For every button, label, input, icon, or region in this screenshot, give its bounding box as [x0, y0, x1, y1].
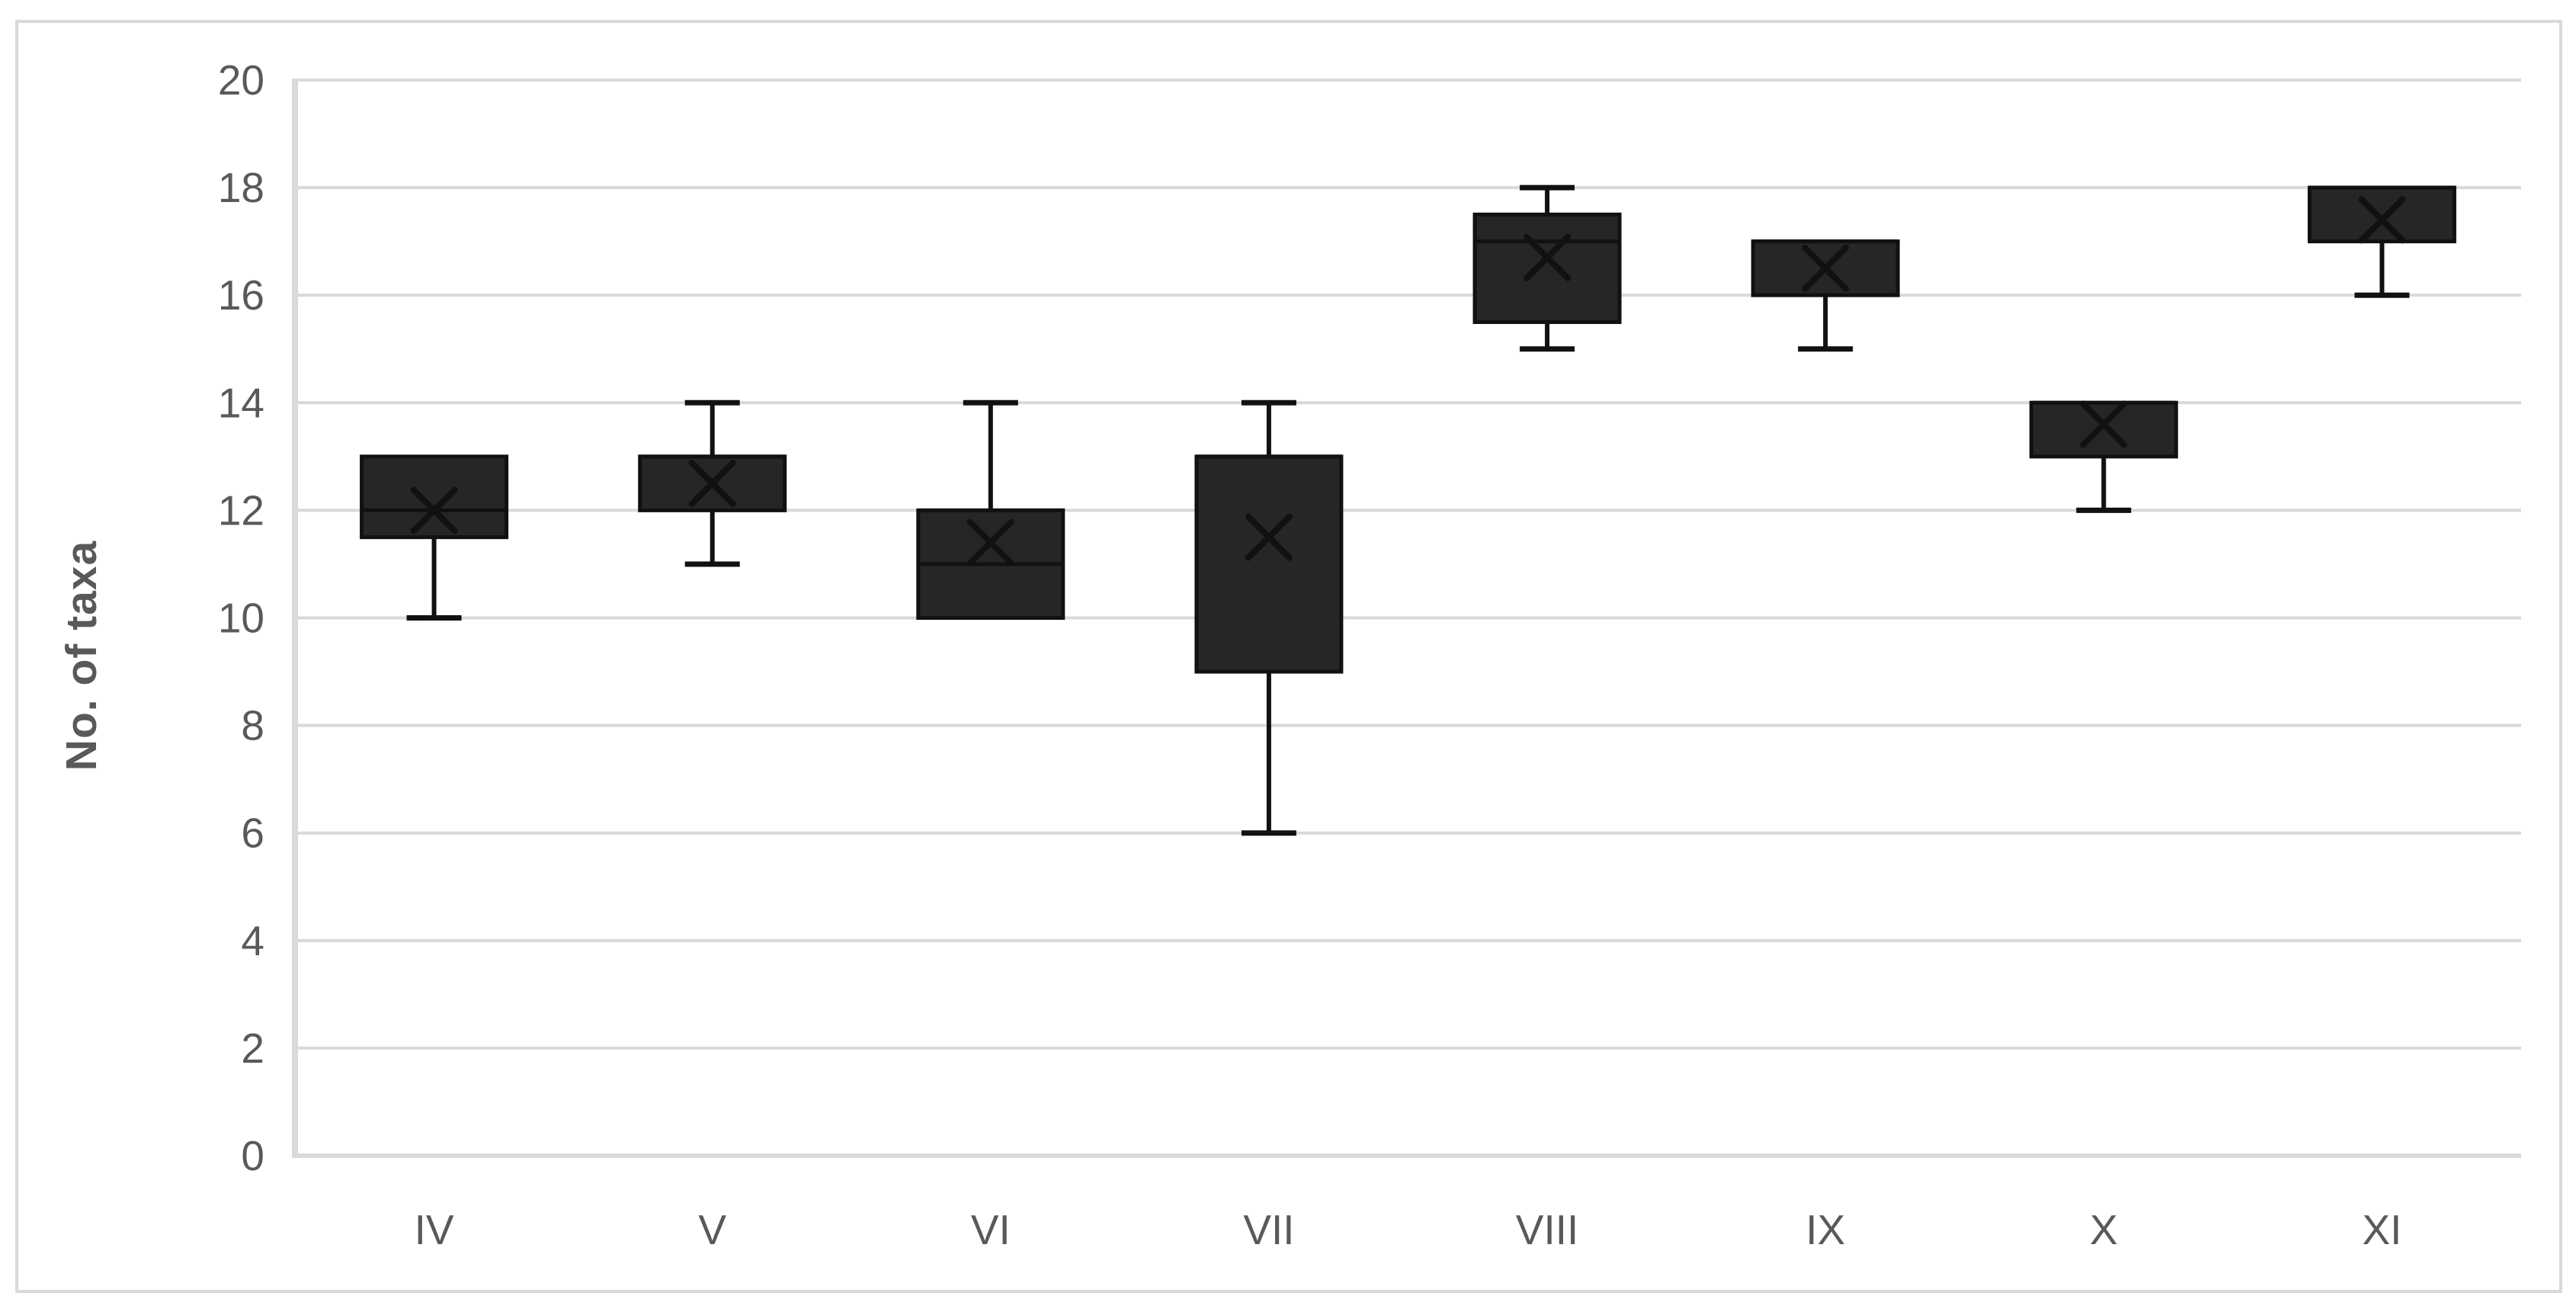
box-rect: [360, 454, 509, 540]
box-rect: [2307, 185, 2456, 244]
y-tick-label: 20: [218, 56, 264, 104]
y-tick-label: 0: [241, 1132, 264, 1179]
y-tick-label: 14: [218, 379, 264, 426]
x-category-label: VII: [1243, 1206, 1294, 1253]
x-category-label: V: [698, 1206, 726, 1253]
y-tick-label: 16: [218, 271, 264, 319]
y-tick-label: 18: [218, 164, 264, 211]
box-plot-viii: [1472, 184, 1622, 352]
mean-x-marker: [2358, 196, 2406, 244]
mean-x-stroke: [1802, 244, 1850, 292]
y-tick-label: 8: [241, 702, 264, 749]
x-category-label: XI: [2362, 1206, 2401, 1253]
mean-x-stroke: [966, 518, 1014, 566]
y-tick-labels-group: 0 2 4 6 8 10 12 14 16 18 20: [218, 56, 264, 1179]
box-plot-xi: [2307, 185, 2456, 298]
mean-x-marker: [966, 518, 1014, 566]
y-tick-label: 6: [241, 810, 264, 857]
x-category-labels-group: IV V VI VII VIII IX X XI: [415, 1206, 2402, 1253]
x-category-label: VI: [971, 1206, 1011, 1253]
box-rect: [2029, 400, 2178, 459]
y-tick-label: 10: [218, 595, 264, 642]
box-plot-v: [638, 399, 787, 567]
mean-x-marker: [1245, 513, 1293, 561]
y-tick-label: 4: [241, 917, 264, 964]
y-tick-label: 12: [218, 486, 264, 534]
box-plot-x: [2029, 400, 2178, 513]
x-category-label: X: [2090, 1206, 2118, 1253]
y-tick-label: 2: [241, 1025, 264, 1072]
mean-x-stroke: [2358, 196, 2406, 244]
box-plot-ix: [1751, 239, 1900, 352]
mean-x-marker: [1802, 244, 1850, 292]
x-category-label: VIII: [1516, 1206, 1579, 1253]
mean-x-marker: [1523, 233, 1572, 281]
box-plot-vii: [1194, 399, 1344, 836]
mean-x-stroke: [1523, 233, 1572, 281]
x-category-label: IV: [415, 1206, 454, 1253]
x-category-label: IX: [1805, 1206, 1845, 1253]
box-rect: [1472, 212, 1622, 324]
mean-x-stroke: [410, 486, 458, 534]
y-axis-title: No. of taxa: [57, 540, 106, 771]
mean-x-marker: [688, 460, 736, 508]
mean-x-stroke: [688, 460, 736, 508]
box-rect: [1194, 454, 1344, 674]
mean-x-marker: [2080, 400, 2128, 448]
box-plot-vi: [916, 399, 1065, 621]
mean-x-stroke: [2080, 400, 2128, 448]
mean-x-stroke: [1245, 513, 1293, 561]
mean-x-marker: [410, 486, 458, 534]
box-plot-iv: [360, 454, 509, 621]
